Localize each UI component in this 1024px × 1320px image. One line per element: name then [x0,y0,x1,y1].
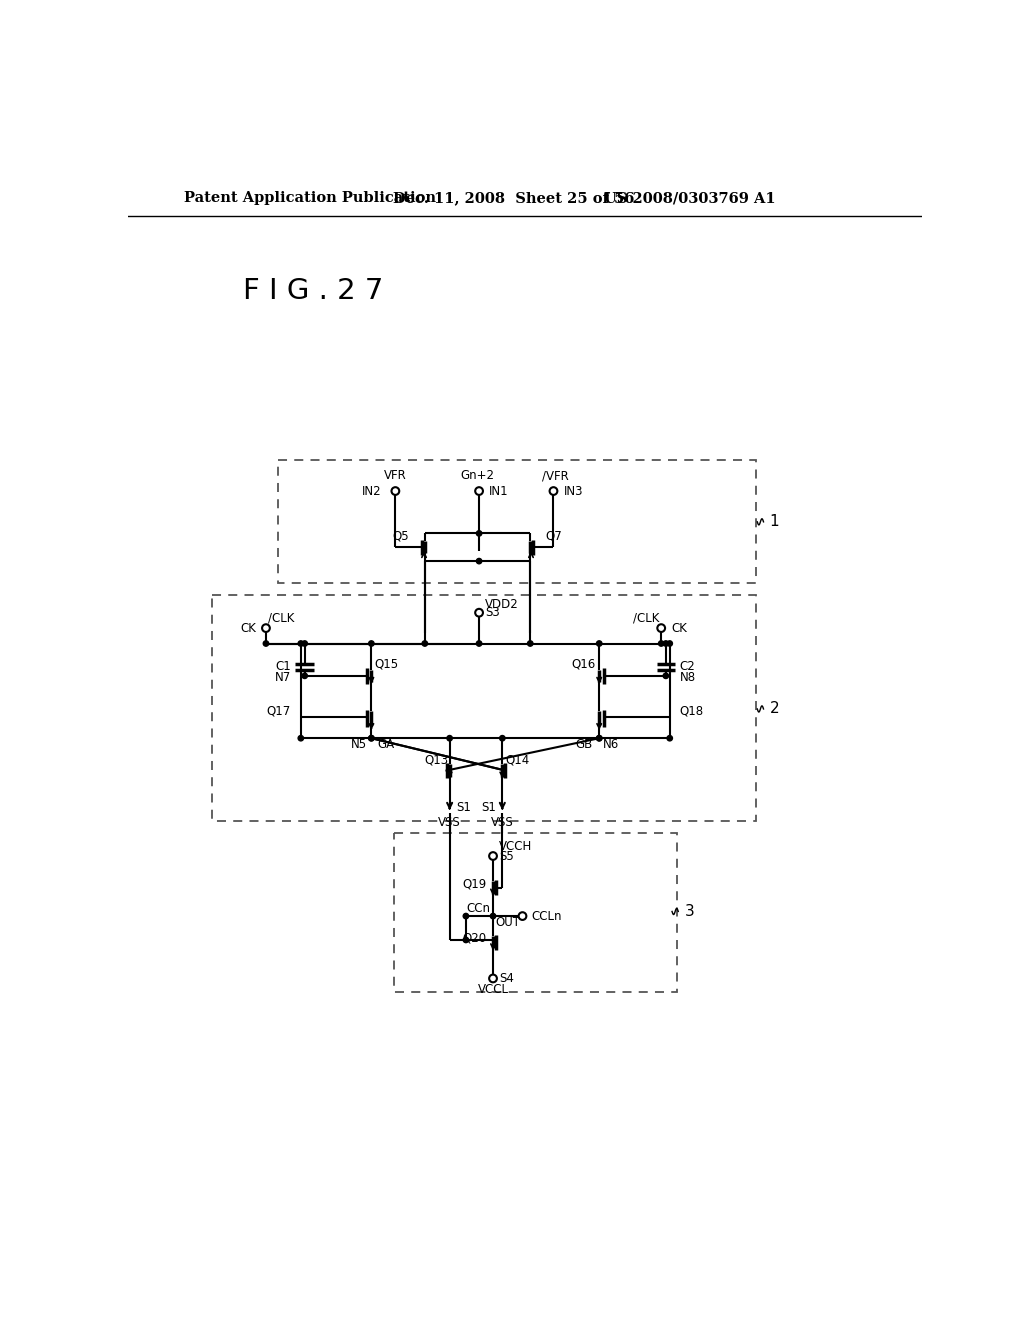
Text: /CLK: /CLK [267,611,294,624]
Circle shape [476,558,481,564]
Text: Q5: Q5 [392,529,410,543]
Text: VCCL: VCCL [477,982,509,995]
Bar [212,595,756,821]
Circle shape [446,735,453,741]
Text: CK: CK [672,622,687,635]
Text: N6: N6 [603,738,620,751]
Text: 2: 2 [770,701,779,717]
Circle shape [422,640,428,647]
Circle shape [463,937,469,942]
Text: Gn+2: Gn+2 [461,469,495,482]
Circle shape [302,640,307,647]
Text: N7: N7 [274,671,291,684]
Circle shape [463,913,469,919]
Text: VDD2: VDD2 [485,598,519,611]
Circle shape [667,640,673,647]
Text: US 2008/0303769 A1: US 2008/0303769 A1 [604,191,775,206]
Text: GA: GA [378,738,394,751]
Text: C2: C2 [680,660,695,673]
Text: 1: 1 [770,515,779,529]
Text: VSS: VSS [490,816,514,829]
Circle shape [597,640,602,647]
Circle shape [597,735,602,741]
Text: Q20: Q20 [463,932,486,945]
Circle shape [500,735,505,741]
Circle shape [263,640,268,647]
Text: VCCH: VCCH [500,841,532,853]
Bar [394,833,677,991]
Text: Patent Application Publication: Patent Application Publication [183,191,436,206]
Text: GB: GB [575,738,593,751]
Text: Q7: Q7 [546,529,562,543]
Text: Dec. 11, 2008  Sheet 25 of 56: Dec. 11, 2008 Sheet 25 of 56 [393,191,635,206]
Circle shape [658,640,664,647]
Circle shape [476,531,481,536]
Text: N5: N5 [351,738,368,751]
Circle shape [664,640,669,647]
Text: Q14: Q14 [506,754,529,767]
Text: Q18: Q18 [680,705,703,718]
Text: N8: N8 [680,671,696,684]
Circle shape [597,735,602,741]
Text: IN2: IN2 [361,484,381,498]
Circle shape [302,673,307,678]
Text: S5: S5 [500,850,514,862]
Text: C1: C1 [275,660,291,673]
Text: 3: 3 [684,904,694,919]
Text: OUT: OUT [496,916,520,929]
Circle shape [369,735,374,741]
Text: VFR: VFR [384,469,407,482]
Text: S1: S1 [456,801,471,814]
Text: Q13: Q13 [424,754,449,767]
Text: CK: CK [240,622,256,635]
Circle shape [298,640,303,647]
Text: Q16: Q16 [571,657,596,671]
Circle shape [490,913,496,919]
Text: F I G . 2 7: F I G . 2 7 [243,277,383,305]
Text: S3: S3 [485,606,500,619]
Bar [278,461,756,583]
Circle shape [667,735,673,741]
Circle shape [369,735,374,741]
Text: IN1: IN1 [488,484,508,498]
Circle shape [664,673,669,678]
Text: S1: S1 [481,801,496,814]
Text: Q19: Q19 [463,878,486,890]
Text: IN3: IN3 [564,484,584,498]
Text: Q15: Q15 [375,657,398,671]
Text: S4: S4 [500,972,514,985]
Text: VSS: VSS [438,816,461,829]
Text: /CLK: /CLK [633,611,659,624]
Circle shape [476,640,481,647]
Circle shape [527,640,532,647]
Circle shape [369,640,374,647]
Text: /VFR: /VFR [542,469,568,482]
Circle shape [298,735,303,741]
Text: CCLn: CCLn [531,909,562,923]
Text: Q17: Q17 [266,705,291,718]
Text: CCn: CCn [467,902,490,915]
